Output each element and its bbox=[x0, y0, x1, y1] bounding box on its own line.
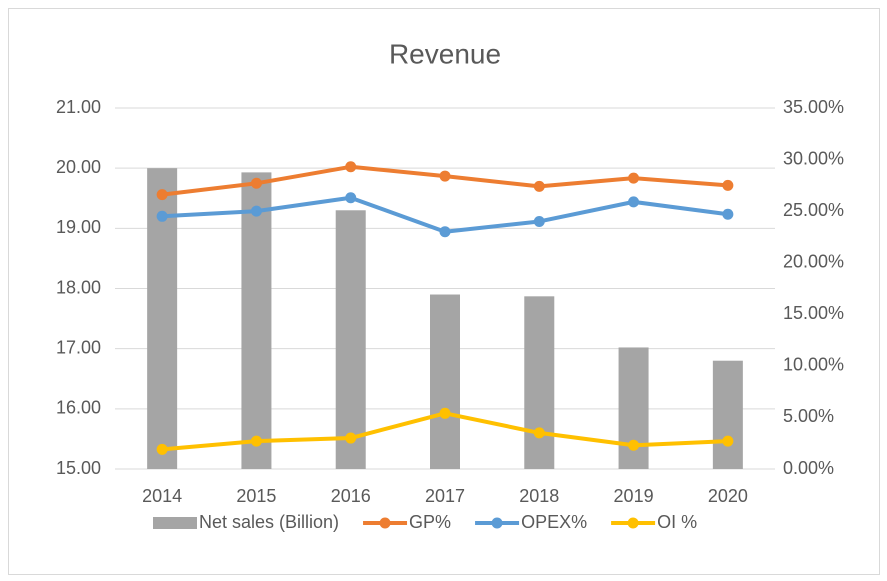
y-tick-label: 19.00 bbox=[56, 217, 101, 237]
y2-tick-label: 0.00% bbox=[783, 458, 834, 478]
legend-label: OPEX% bbox=[521, 512, 587, 532]
legend-label: OI % bbox=[657, 512, 697, 532]
y2-tick-label: 10.00% bbox=[783, 355, 844, 375]
marker bbox=[722, 208, 734, 220]
x-tick-label: 2015 bbox=[236, 486, 276, 506]
marker bbox=[250, 435, 262, 447]
y-tick-label: 20.00 bbox=[56, 157, 101, 177]
legend-swatch bbox=[627, 517, 639, 529]
bar bbox=[524, 296, 555, 469]
chart-title: Revenue bbox=[389, 38, 501, 69]
y-tick-label: 16.00 bbox=[56, 398, 101, 418]
bar bbox=[430, 294, 460, 469]
marker bbox=[628, 196, 640, 208]
marker bbox=[250, 205, 262, 217]
marker bbox=[722, 179, 734, 191]
marker bbox=[345, 432, 357, 444]
marker bbox=[345, 161, 357, 173]
marker bbox=[533, 427, 545, 439]
marker bbox=[439, 407, 451, 419]
bar bbox=[335, 210, 366, 470]
x-tick-label: 2018 bbox=[519, 486, 559, 506]
y2-tick-label: 30.00% bbox=[783, 148, 844, 168]
y-tick-label: 17.00 bbox=[56, 337, 101, 357]
marker bbox=[439, 226, 451, 238]
y2-tick-label: 25.00% bbox=[783, 200, 844, 220]
y2-tick-label: 15.00% bbox=[783, 303, 844, 323]
y-tick-label: 18.00 bbox=[56, 277, 101, 297]
marker bbox=[156, 443, 168, 455]
y-tick-label: 15.00 bbox=[56, 458, 101, 478]
y-tick-label: 21.00 bbox=[56, 97, 101, 117]
bar bbox=[241, 172, 272, 469]
y2-tick-label: 20.00% bbox=[783, 251, 844, 271]
marker bbox=[722, 435, 734, 447]
y2-tick-label: 5.00% bbox=[783, 406, 834, 426]
marker bbox=[345, 192, 357, 204]
marker bbox=[156, 210, 168, 222]
marker bbox=[533, 180, 545, 192]
legend-label: GP% bbox=[409, 512, 451, 532]
legend-swatch bbox=[153, 517, 197, 529]
marker bbox=[250, 177, 262, 189]
marker bbox=[628, 172, 640, 184]
x-tick-label: 2014 bbox=[142, 486, 182, 506]
x-tick-label: 2016 bbox=[331, 486, 371, 506]
x-tick-label: 2020 bbox=[708, 486, 748, 506]
marker bbox=[533, 215, 545, 227]
legend-label: Net sales (Billion) bbox=[199, 512, 339, 532]
legend-swatch bbox=[379, 517, 391, 529]
marker bbox=[628, 439, 640, 451]
marker bbox=[439, 170, 451, 182]
y2-tick-label: 35.00% bbox=[783, 97, 844, 117]
bar bbox=[712, 360, 743, 469]
marker bbox=[156, 189, 168, 201]
x-tick-label: 2017 bbox=[425, 486, 465, 506]
legend-swatch bbox=[491, 517, 503, 529]
x-tick-label: 2019 bbox=[614, 486, 654, 506]
